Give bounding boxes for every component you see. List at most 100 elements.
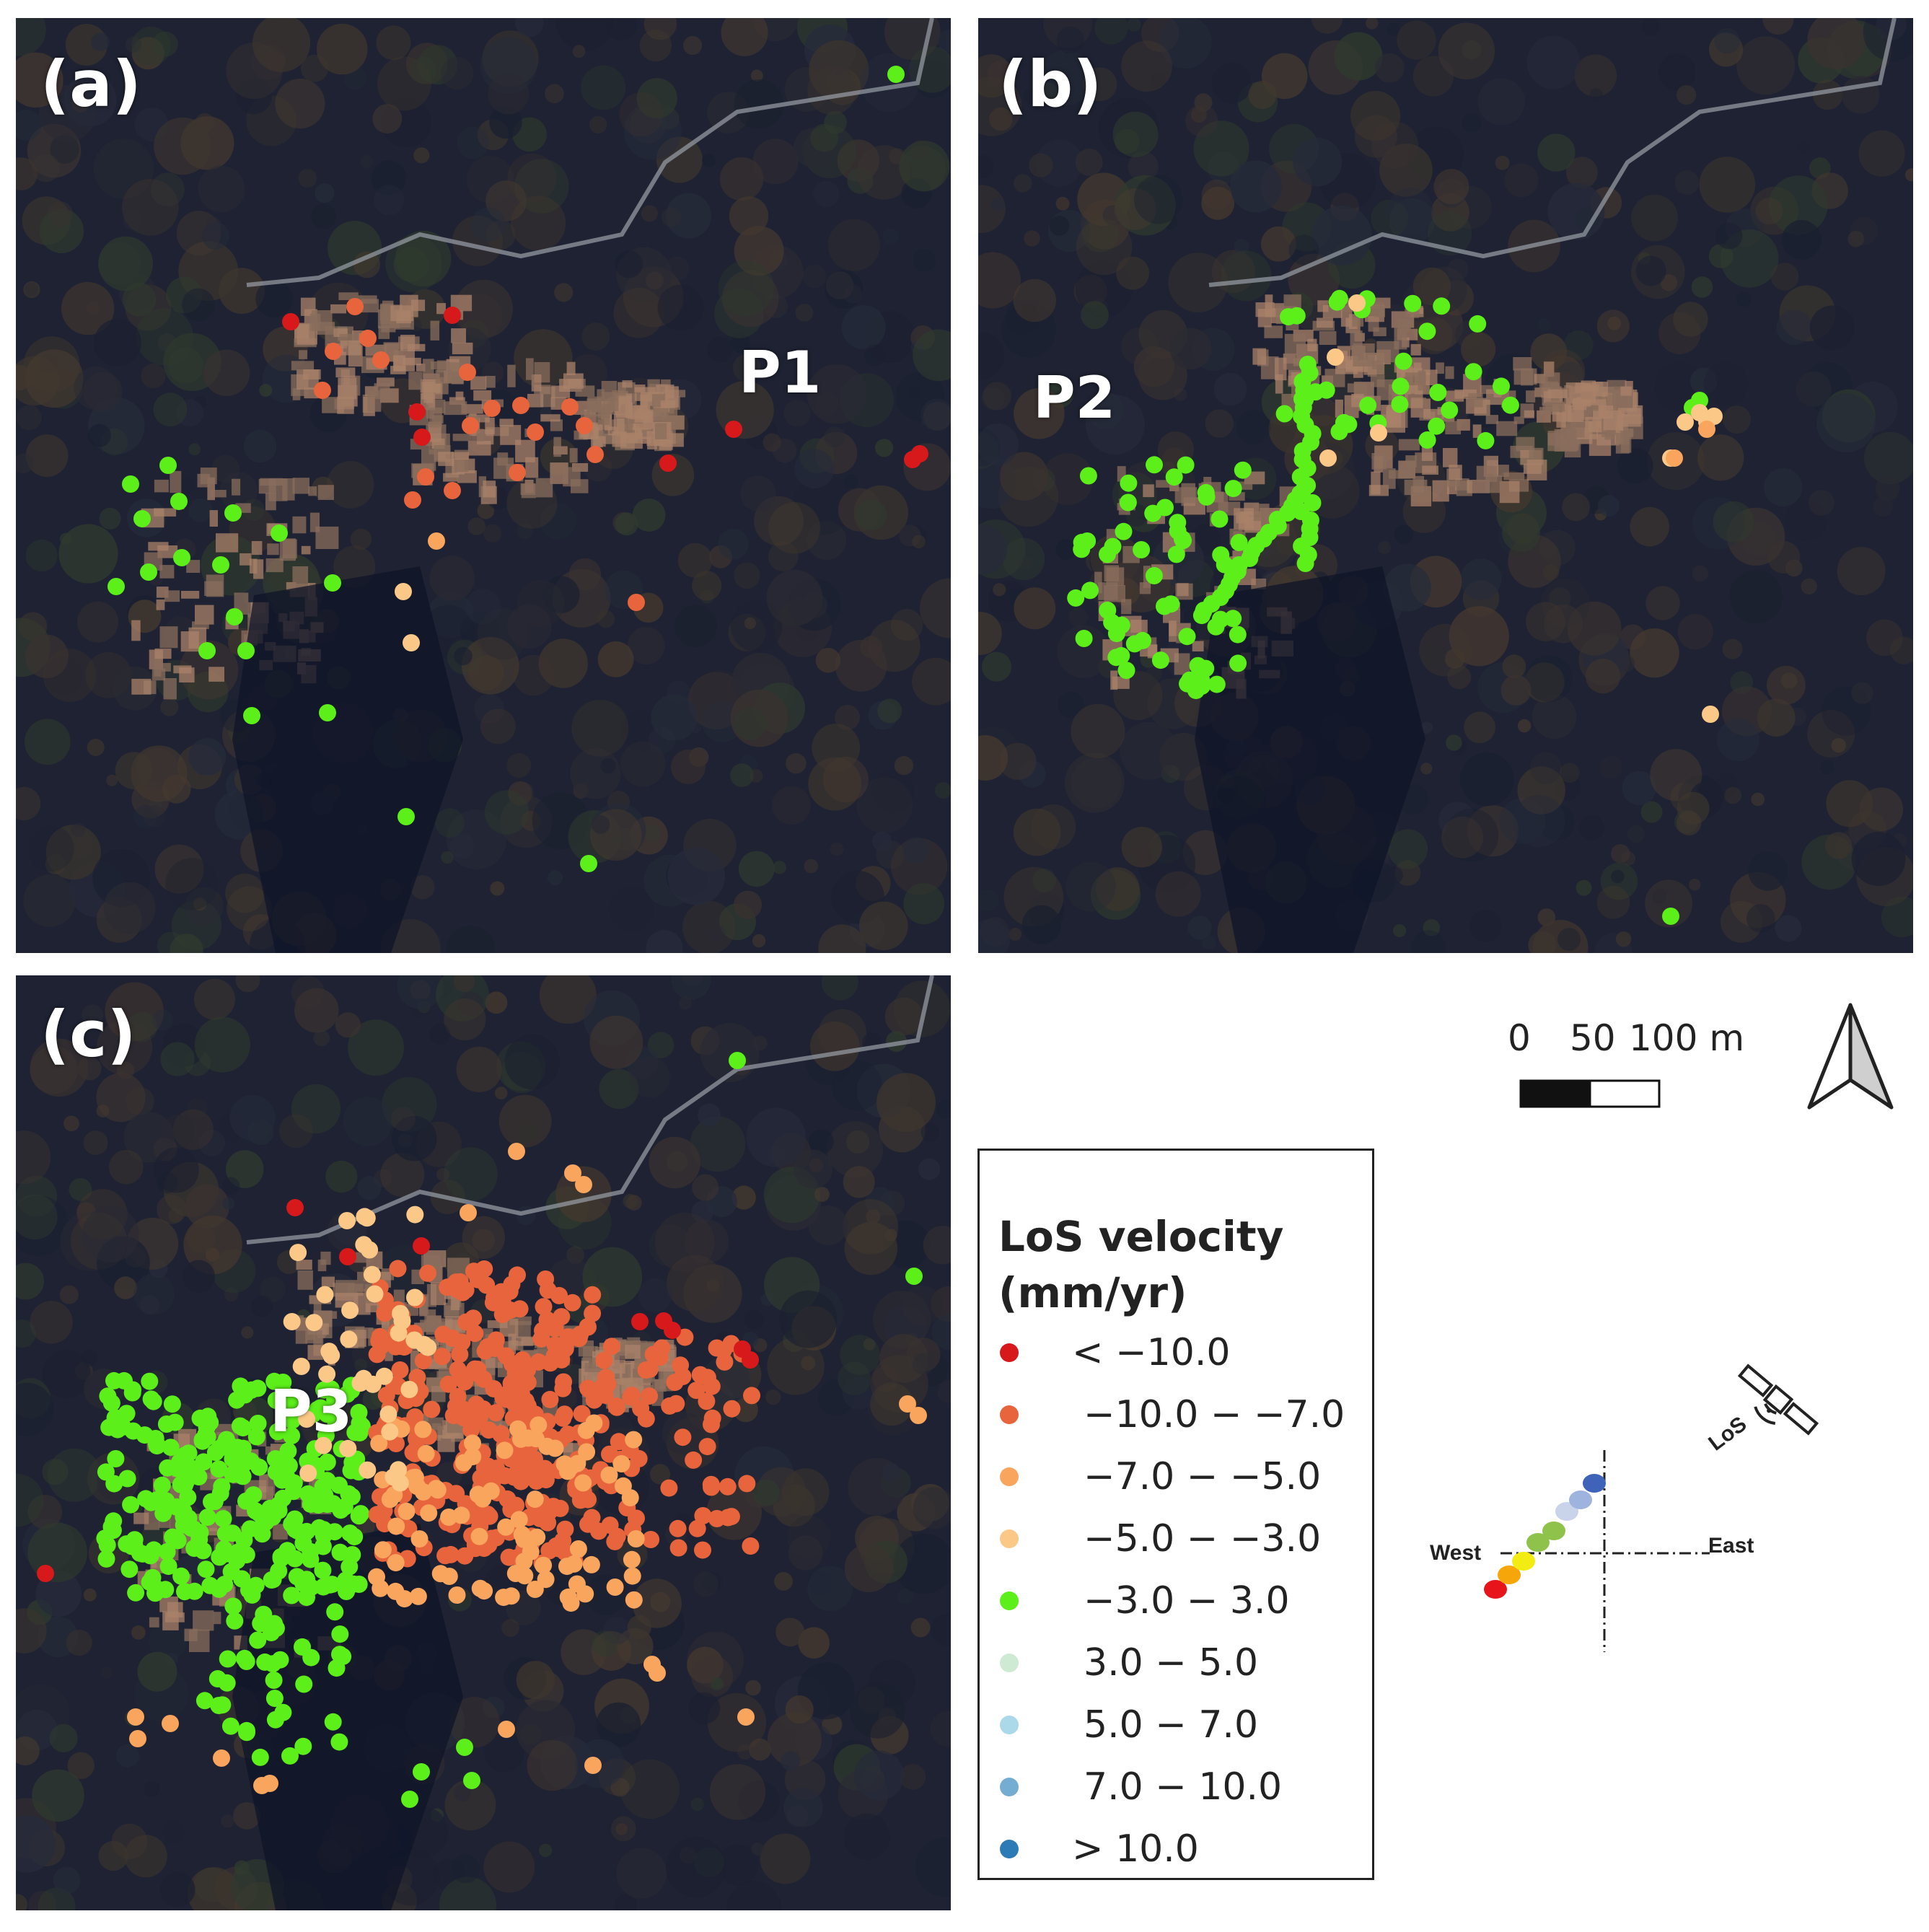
ps-point (97, 1550, 115, 1568)
ps-point (561, 398, 579, 416)
ps-point (669, 1519, 687, 1537)
ps-point (173, 549, 190, 566)
ps-point (381, 1423, 399, 1441)
map-panel-a: (a) P1 (16, 18, 951, 953)
ps-point (642, 1531, 660, 1548)
ps-point (1224, 610, 1242, 628)
ps-point (1370, 424, 1387, 442)
ps-point (129, 1730, 146, 1747)
ps-point (742, 1351, 759, 1369)
los-label: LoS (1704, 1412, 1751, 1455)
ps-point (266, 1450, 284, 1468)
ps-point (568, 1454, 586, 1472)
los-color-dot (1583, 1474, 1606, 1493)
ps-point (251, 1748, 269, 1766)
ps-point (346, 298, 364, 315)
ps-point (105, 1475, 123, 1493)
ps-point (1115, 522, 1133, 540)
map-imagery-b (978, 18, 1913, 953)
ps-point (236, 1649, 253, 1667)
ps-point (1119, 493, 1137, 511)
ps-point (195, 1692, 214, 1710)
ps-point (226, 1612, 244, 1630)
ps-point (278, 1542, 296, 1560)
legend-label: 5.0 − 7.0 (1084, 1703, 1259, 1747)
ps-point (474, 1490, 492, 1508)
ps-point (661, 1397, 679, 1415)
ps-point (506, 1364, 524, 1382)
ps-point (1198, 488, 1216, 506)
ps-point (242, 1381, 260, 1399)
panel-label-c: (c) (40, 997, 136, 1071)
ps-point (454, 1400, 473, 1418)
north-arrow-icon (1807, 1003, 1894, 1110)
ps-point (120, 1560, 139, 1578)
ps-point (534, 1322, 551, 1340)
ps-point (180, 1509, 198, 1527)
ps-point (326, 1603, 344, 1621)
ps-point (142, 1493, 160, 1511)
ps-point (330, 1733, 348, 1751)
ps-point (476, 1342, 494, 1360)
ps-point (387, 1582, 405, 1600)
ps-point (564, 1164, 581, 1182)
ps-point (899, 1395, 916, 1413)
ps-points-a (107, 66, 928, 872)
legend: LoS velocity (mm/yr) < −10.0 −10.0 − −7.… (977, 1149, 1374, 1880)
ps-point (439, 1375, 457, 1393)
ps-point (1677, 413, 1694, 431)
ps-point (1691, 392, 1708, 409)
ps-point (431, 1565, 449, 1583)
ps-point (506, 1565, 524, 1582)
ps-point (372, 351, 390, 369)
ps-point (242, 1452, 260, 1470)
ps-point (283, 1586, 301, 1604)
ps-point (1224, 480, 1242, 498)
ps-point (180, 1444, 198, 1462)
ps-point (563, 1294, 581, 1312)
ps-point (465, 1263, 483, 1281)
ps-point (586, 446, 604, 463)
ps-point (610, 1433, 628, 1451)
ps-point (1229, 654, 1247, 672)
ps-point (409, 1587, 427, 1605)
ps-point (1464, 363, 1482, 381)
ps-point (253, 1525, 271, 1543)
ps-point (526, 1450, 543, 1468)
ps-point (497, 1518, 515, 1536)
ps-point (169, 1532, 187, 1550)
ps-point (148, 1435, 165, 1453)
ps-point (649, 1664, 666, 1682)
ps-point (330, 1476, 348, 1494)
ps-point (406, 1206, 424, 1224)
ps-point (623, 1387, 641, 1405)
ps-point (483, 400, 501, 417)
ps-point (742, 1537, 760, 1555)
ps-point (698, 1438, 716, 1456)
ps-point (341, 1301, 359, 1320)
ps-point (314, 1561, 332, 1579)
ps-point (105, 1512, 123, 1530)
ps-point (343, 1546, 361, 1563)
ps-point (625, 1591, 643, 1609)
ps-point (193, 1432, 211, 1450)
ps-point (140, 563, 157, 581)
ps-point (214, 1510, 232, 1528)
ps-point (554, 1409, 572, 1427)
ps-point (118, 1405, 136, 1423)
ps-point (464, 1434, 481, 1452)
ps-point (623, 1550, 641, 1568)
ps-point (1477, 431, 1495, 449)
ps-point (459, 364, 476, 381)
ps-point (324, 574, 341, 592)
ps-point (157, 1415, 175, 1433)
ps-point (413, 1237, 430, 1255)
ps-point (1207, 618, 1225, 636)
ps-point (1441, 401, 1459, 419)
ps-point (546, 1439, 564, 1457)
ps-point (540, 1542, 558, 1560)
ps-point (582, 1555, 600, 1573)
ps-point (530, 1416, 548, 1434)
ps-point (331, 1625, 349, 1643)
ps-point (237, 642, 255, 659)
